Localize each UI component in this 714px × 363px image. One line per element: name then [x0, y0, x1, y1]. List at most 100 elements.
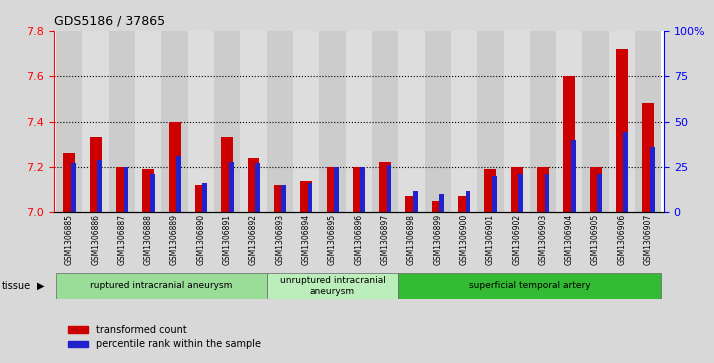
Text: GSM1306899: GSM1306899	[433, 214, 442, 265]
Text: GSM1306895: GSM1306895	[328, 214, 337, 265]
FancyBboxPatch shape	[398, 273, 661, 299]
Text: GSM1306887: GSM1306887	[118, 214, 126, 265]
Bar	[545, 174, 549, 212]
Legend: transformed count, percentile rank within the sample: transformed count, percentile rank withi…	[64, 321, 264, 353]
Bar	[255, 163, 260, 212]
Text: GSM1306885: GSM1306885	[65, 214, 74, 265]
Bar	[583, 31, 609, 212]
Bar	[616, 49, 628, 212]
Bar	[161, 31, 188, 212]
Bar	[248, 158, 259, 212]
Bar	[353, 167, 365, 212]
Bar	[56, 31, 83, 212]
Bar	[228, 162, 233, 212]
Bar	[176, 156, 181, 212]
Bar	[650, 147, 655, 212]
Bar	[379, 163, 391, 212]
Bar	[150, 174, 155, 212]
Text: GSM1306906: GSM1306906	[618, 214, 626, 265]
Bar	[484, 169, 496, 212]
Text: GSM1306903: GSM1306903	[538, 214, 548, 265]
Bar	[518, 174, 523, 212]
Bar	[590, 167, 601, 212]
Bar	[556, 31, 583, 212]
Bar	[169, 122, 181, 212]
Bar	[71, 163, 76, 212]
Text: GSM1306897: GSM1306897	[381, 214, 390, 265]
Bar	[477, 31, 503, 212]
Text: GSM1306889: GSM1306889	[170, 214, 179, 265]
Bar	[188, 31, 214, 212]
Bar	[623, 132, 628, 212]
Text: GSM1306894: GSM1306894	[301, 214, 311, 265]
Bar	[537, 167, 549, 212]
Bar	[406, 196, 417, 212]
Bar	[635, 31, 661, 212]
Bar	[301, 181, 312, 212]
Bar	[334, 167, 338, 212]
Bar	[214, 31, 241, 212]
Bar	[241, 31, 267, 212]
Bar	[293, 31, 319, 212]
Text: GSM1306898: GSM1306898	[407, 214, 416, 265]
Text: ▶: ▶	[37, 281, 45, 291]
Text: GSM1306904: GSM1306904	[565, 214, 574, 265]
Bar	[64, 154, 75, 212]
Bar	[109, 31, 135, 212]
Bar	[97, 160, 102, 212]
Bar	[116, 167, 128, 212]
Bar	[432, 201, 443, 212]
Text: GSM1306893: GSM1306893	[276, 214, 284, 265]
Text: GSM1306886: GSM1306886	[91, 214, 100, 265]
Bar	[90, 138, 101, 212]
Text: tissue: tissue	[1, 281, 31, 291]
Text: GSM1306896: GSM1306896	[354, 214, 363, 265]
Bar	[274, 185, 286, 212]
Bar	[83, 31, 109, 212]
FancyBboxPatch shape	[267, 273, 398, 299]
Text: GSM1306891: GSM1306891	[223, 214, 232, 265]
Bar	[319, 31, 346, 212]
Bar	[221, 138, 233, 212]
Bar	[361, 167, 365, 212]
Bar	[597, 174, 602, 212]
Bar	[458, 196, 470, 212]
Text: unruptured intracranial
aneurysm: unruptured intracranial aneurysm	[280, 276, 386, 295]
FancyBboxPatch shape	[56, 273, 267, 299]
Text: GSM1306902: GSM1306902	[512, 214, 521, 265]
Bar	[124, 167, 129, 212]
Bar	[387, 165, 391, 212]
Text: GSM1306901: GSM1306901	[486, 214, 495, 265]
Bar	[281, 185, 286, 212]
Bar	[643, 103, 654, 212]
Bar	[609, 31, 635, 212]
Bar	[372, 31, 398, 212]
Bar	[308, 183, 313, 212]
Bar	[195, 185, 207, 212]
Bar	[439, 194, 444, 212]
Text: GSM1306900: GSM1306900	[460, 214, 468, 265]
Bar	[571, 140, 575, 212]
Text: GSM1306892: GSM1306892	[249, 214, 258, 265]
Bar	[492, 176, 497, 212]
Text: ruptured intracranial aneurysm: ruptured intracranial aneurysm	[90, 281, 233, 290]
Bar	[511, 167, 523, 212]
Bar	[563, 76, 575, 212]
Bar	[530, 31, 556, 212]
Bar	[346, 31, 372, 212]
Text: GSM1306907: GSM1306907	[644, 214, 653, 265]
Text: GDS5186 / 37865: GDS5186 / 37865	[54, 15, 165, 28]
Text: GSM1306890: GSM1306890	[196, 214, 206, 265]
Text: superficial temporal artery: superficial temporal artery	[469, 281, 590, 290]
Bar	[503, 31, 530, 212]
Text: GSM1306905: GSM1306905	[591, 214, 600, 265]
Bar	[425, 31, 451, 212]
Bar	[142, 169, 154, 212]
Text: GSM1306888: GSM1306888	[144, 214, 153, 265]
Bar	[267, 31, 293, 212]
Bar	[326, 167, 338, 212]
Bar	[203, 183, 207, 212]
Bar	[466, 191, 471, 212]
Bar	[398, 31, 425, 212]
Bar	[451, 31, 477, 212]
